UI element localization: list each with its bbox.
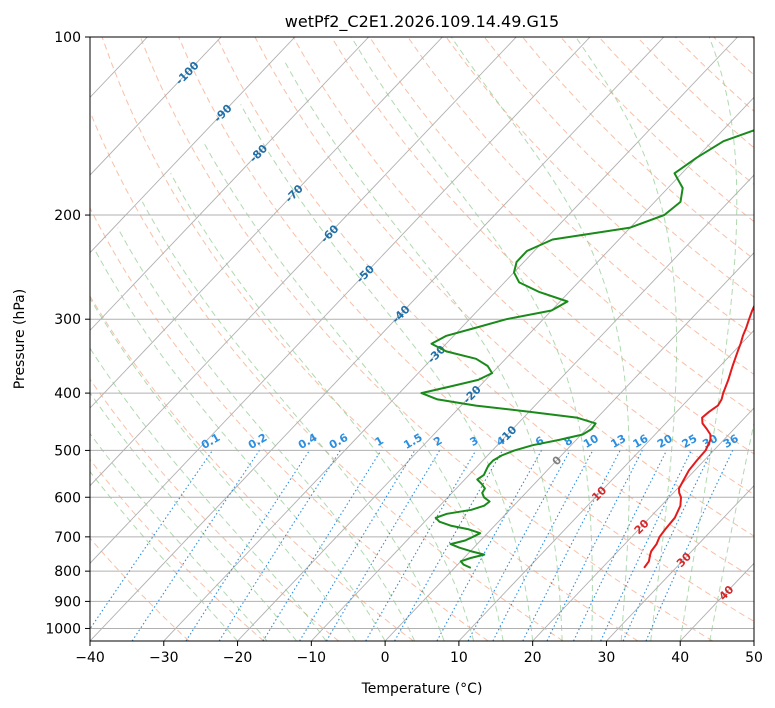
mixing-ratio-line	[436, 450, 542, 641]
moist-adiabat-line	[284, 61, 563, 641]
isotherm-line	[311, 174, 754, 641]
x-tick-label: 50	[745, 650, 763, 666]
mixing-ratio-line	[90, 450, 213, 630]
dry-adiabat-line	[330, 37, 754, 455]
isotherm-line	[90, 37, 517, 487]
plot-frame	[89, 36, 755, 642]
dry-adiabat-line	[292, 37, 754, 496]
isotherm-line	[90, 37, 591, 564]
moist-adiabat-line	[709, 420, 754, 641]
isotherm-line	[90, 37, 443, 409]
isotherm-line	[163, 37, 738, 641]
dry-adiabat-line	[90, 458, 265, 641]
isotherm-line	[90, 37, 222, 176]
dry-adiabat-line	[90, 110, 564, 641]
mixing-ratio-line	[218, 450, 341, 641]
x-tick-label: 30	[598, 650, 616, 666]
mixing-ratio-line	[262, 450, 382, 641]
mixing-ratio-line	[394, 450, 503, 641]
isotherm-line	[384, 252, 754, 641]
x-tick-label: 10	[450, 650, 468, 666]
isotherm-line	[90, 37, 665, 641]
moist-adiabat-line	[679, 37, 738, 641]
dry-adiabat-line	[216, 37, 754, 579]
isotherm-line	[532, 407, 754, 641]
isotherm-line	[458, 329, 754, 641]
mixing-ratio-line	[467, 450, 571, 641]
y-tick-label: 500	[54, 443, 81, 459]
moist-adiabat-line	[350, 37, 593, 641]
mixing-ratio-line	[522, 450, 621, 641]
x-tick-label: −30	[149, 650, 179, 666]
moist-adiabat-line	[170, 173, 475, 641]
x-tick-label: 20	[524, 650, 542, 666]
chart-title: wetPf2_C2E1.2026.109.14.49.G15	[285, 12, 559, 32]
dry-adiabat-line	[90, 537, 190, 641]
dry-adiabat-line	[178, 37, 754, 622]
moist-adiabat-line	[90, 297, 357, 641]
dry-adiabat-line	[101, 37, 639, 641]
y-tick-label: 1000	[45, 621, 81, 637]
temperature-profile-line	[643, 304, 754, 569]
moist-adiabat-line	[240, 104, 534, 641]
dewpoint-profile-line	[420, 129, 754, 569]
y-tick-label: 900	[54, 594, 81, 610]
mixing-ratio-line	[185, 450, 310, 641]
dry-adiabat-line	[90, 206, 489, 641]
x-tick-label: −20	[223, 650, 253, 666]
dry-adiabat-line	[139, 37, 713, 641]
isotherm-line	[90, 37, 370, 332]
x-axis-title: Temperature (°C)	[361, 681, 483, 697]
mixing-ratio-line	[546, 450, 643, 641]
moist-adiabat-line	[117, 227, 416, 641]
x-tick-label: 0	[381, 650, 390, 666]
moist-adiabat-line	[90, 470, 238, 641]
moist-adiabat-line	[94, 250, 386, 641]
y-axis-title: Pressure (hPa)	[12, 289, 28, 389]
y-tick-label: 300	[54, 312, 81, 328]
isotherm-line	[237, 96, 754, 641]
y-tick-label: 700	[54, 530, 81, 546]
x-tick-label: 40	[671, 650, 689, 666]
y-tick-label: 600	[54, 490, 81, 506]
x-tick-label: −40	[75, 650, 105, 666]
moist-adiabat-line	[450, 37, 630, 641]
y-tick-label: 400	[54, 386, 81, 402]
isotherm-line	[606, 485, 754, 641]
moist-adiabat-line	[90, 432, 268, 641]
y-tick-label: 100	[54, 30, 81, 46]
dry-adiabat-line	[407, 37, 754, 375]
dry-adiabat-line	[369, 37, 754, 415]
moist-adiabat-line	[575, 37, 678, 641]
axis-ticks: −40 −30 −20 −10 0 10 20 30 40 50 100 200 300 400 500 60…	[45, 30, 763, 666]
isotherm-line	[90, 37, 296, 254]
x-tick-label: −10	[297, 650, 327, 666]
mixing-ratio-line	[131, 450, 260, 641]
moist-adiabat-line	[141, 201, 445, 641]
y-tick-label: 800	[54, 564, 81, 580]
mixing-ratio-line	[645, 450, 734, 641]
y-tick-label: 200	[54, 208, 81, 224]
